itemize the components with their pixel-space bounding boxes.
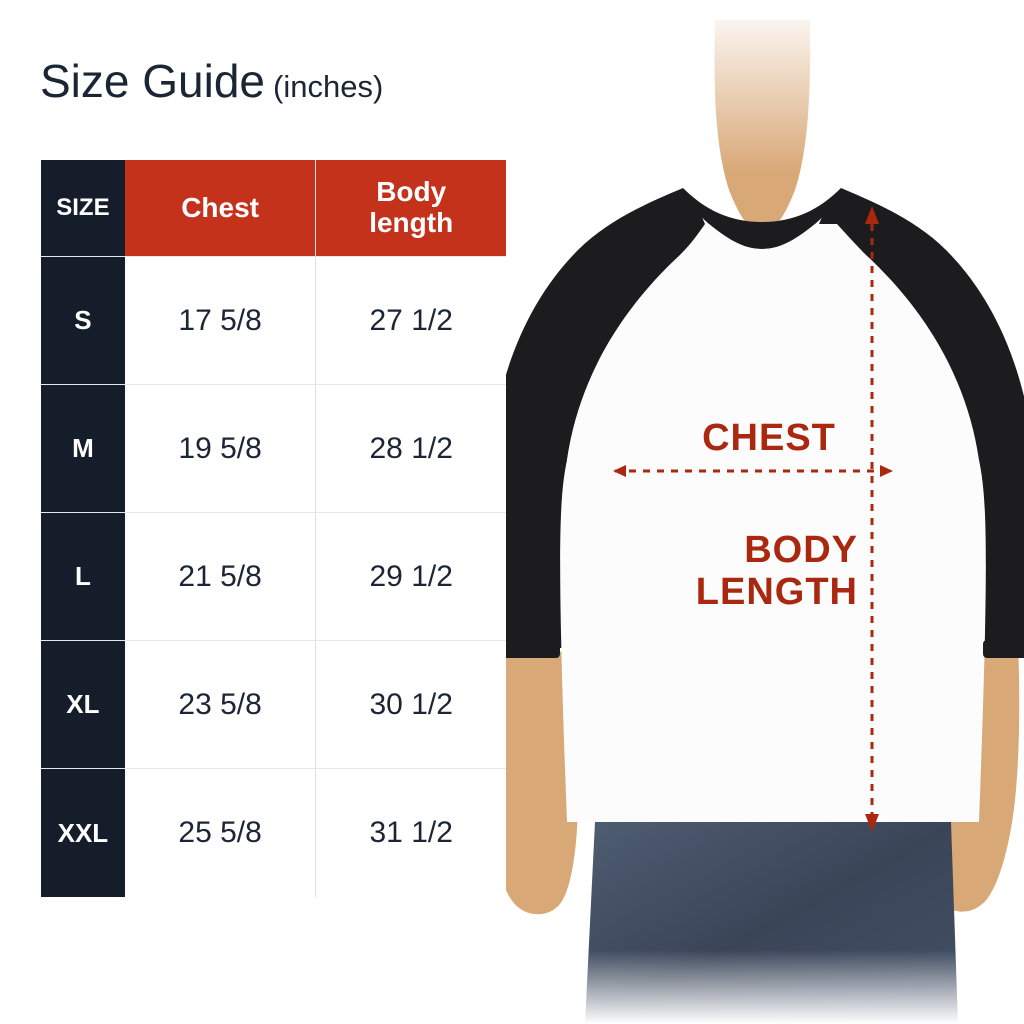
svg-text:CHEST: CHEST (702, 417, 836, 459)
svg-text:BODY: BODY (744, 529, 858, 571)
svg-text:LENGTH: LENGTH (696, 571, 858, 613)
